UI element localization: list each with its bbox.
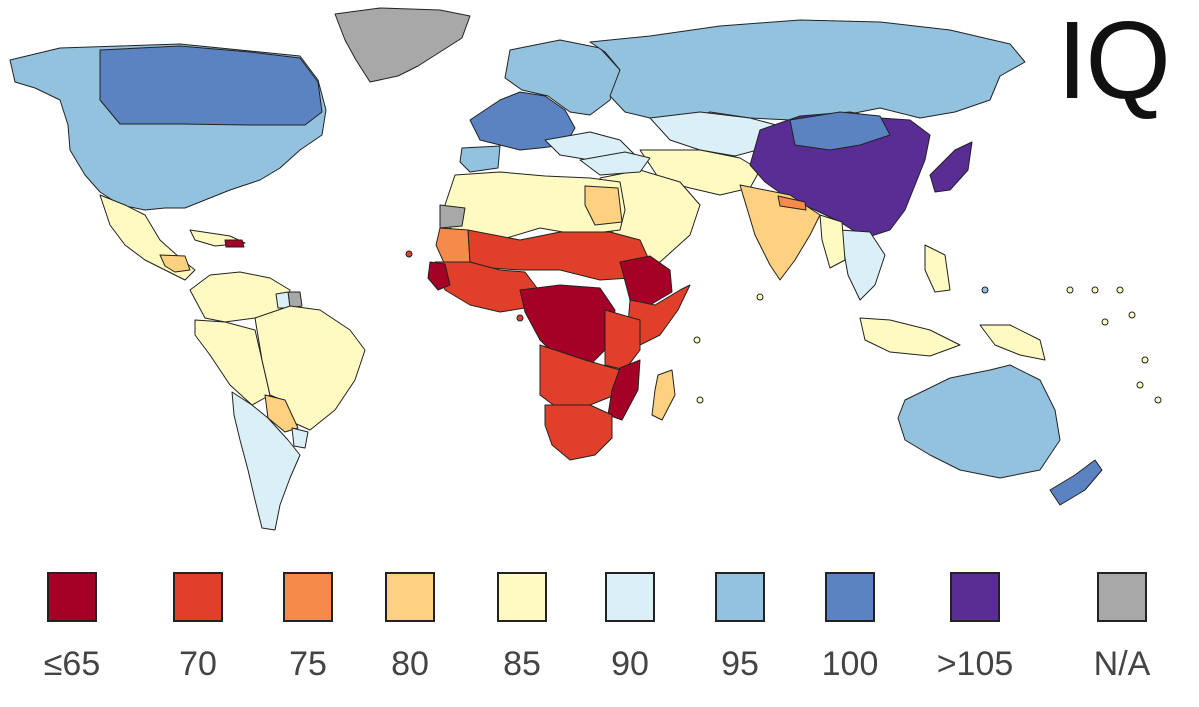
world-map (9, 7, 1162, 531)
legend-label: 80 (391, 645, 429, 683)
region-nepal (777, 195, 807, 211)
region-southeast-asia (839, 229, 886, 301)
region-indonesia (859, 317, 961, 357)
island-dot (1141, 356, 1149, 364)
legend-label: 75 (289, 645, 327, 683)
legend-label: 90 (611, 645, 649, 683)
region-australia (897, 364, 1061, 479)
legend-swatch (283, 572, 333, 622)
island-dot (693, 336, 701, 344)
legend-swatch (605, 572, 655, 622)
legend-label: 70 (179, 645, 217, 683)
region-egypt (584, 185, 623, 226)
region-argentina-chile (231, 391, 301, 531)
legend-swatch (1097, 572, 1147, 622)
legend-swatch (385, 572, 435, 622)
legend-swatch (47, 572, 97, 622)
region-peru-bolivia (194, 319, 271, 406)
region-greenland (334, 7, 471, 83)
region-angola-zambia (539, 344, 621, 411)
region-east-africa (604, 309, 641, 371)
legend: ≤65 70 75 80 85 90 95 100 >105 N/A (0, 560, 1199, 700)
region-caribbean-haiti (224, 239, 245, 248)
region-papua (979, 324, 1046, 361)
region-philippines (924, 244, 951, 293)
region-central-africa (519, 284, 616, 366)
region-madagascar (651, 369, 676, 421)
island-dot (516, 314, 524, 322)
region-russia (589, 19, 1026, 123)
region-southern-africa (544, 404, 613, 461)
island-dot (1154, 396, 1162, 404)
region-suriname (275, 291, 291, 309)
region-eastern-europe (504, 39, 621, 116)
island-dot (1091, 286, 1099, 294)
legend-label: 95 (721, 645, 759, 683)
region-canada-east (99, 45, 323, 126)
region-iberia (459, 145, 501, 173)
legend-label: 100 (821, 645, 879, 683)
island-dot (696, 396, 704, 404)
island-dot (1101, 318, 1109, 326)
region-mauritania (435, 227, 471, 266)
legend-label: ≤65 (43, 645, 101, 683)
map-title: IQ (1056, 0, 1171, 122)
legend-swatch (950, 572, 1000, 622)
region-honduras (159, 254, 191, 273)
island-dot (756, 293, 764, 301)
island-dot (981, 286, 989, 294)
region-western-sahara (439, 204, 466, 229)
region-sierra-leone (427, 261, 451, 291)
legend-swatch (497, 572, 547, 622)
island-dot (1136, 381, 1144, 389)
region-ethiopia (619, 255, 673, 306)
region-japan-korea (929, 141, 973, 193)
region-new-zealand (1049, 459, 1103, 506)
legend-swatch (173, 572, 223, 622)
legend-swatch (715, 572, 765, 622)
legend-label: >105 (936, 645, 1014, 683)
region-turkey (579, 151, 651, 176)
region-uruguay (291, 427, 309, 449)
region-mozambique (607, 359, 641, 421)
island-dot (1116, 286, 1124, 294)
island-dot (405, 250, 413, 258)
region-mongolia (789, 111, 891, 151)
legend-swatch (825, 572, 875, 622)
legend-label: 85 (503, 645, 541, 683)
region-paraguay (264, 394, 299, 433)
region-myanmar (819, 214, 846, 269)
island-dot (1066, 286, 1074, 294)
legend-label: N/A (1093, 645, 1151, 683)
island-dot (1128, 311, 1136, 319)
